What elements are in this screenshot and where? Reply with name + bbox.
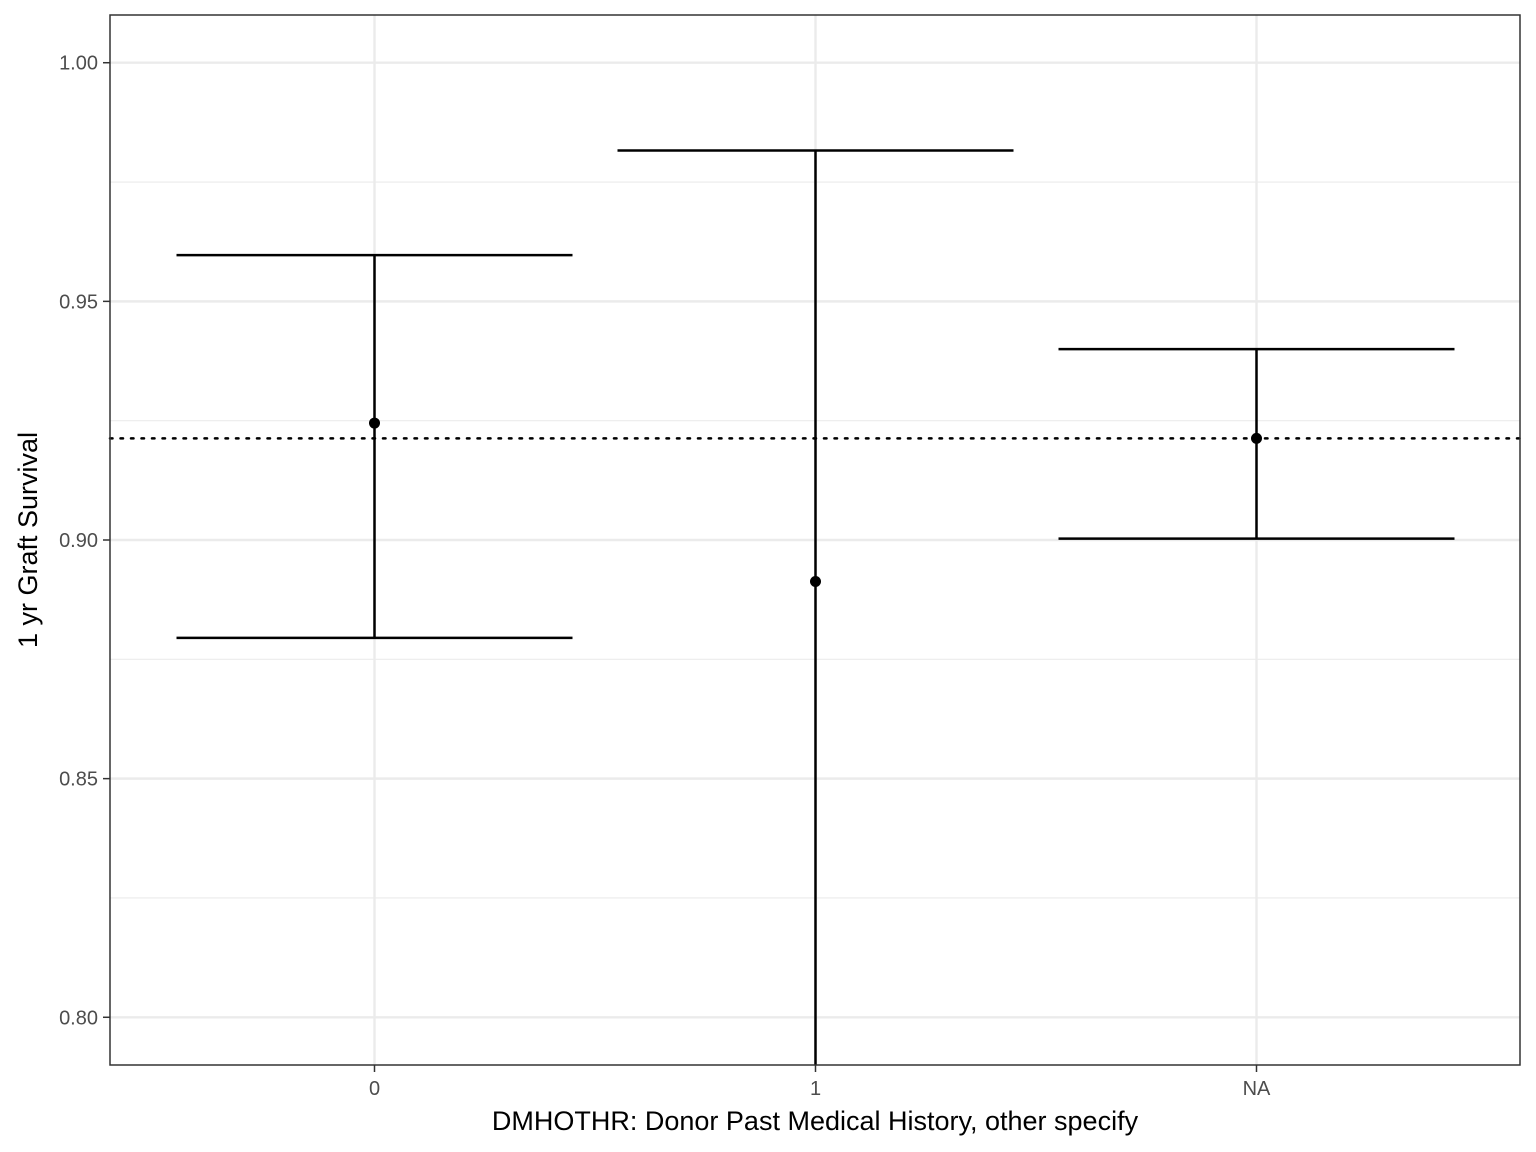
x-tick-label: 0 <box>369 1078 380 1100</box>
error-bars <box>176 149 1455 1065</box>
x-tick-label: 1 <box>810 1078 821 1100</box>
y-tick-label: 0.90 <box>59 530 98 552</box>
x-axis-ticks: 0 1 NA <box>369 1065 1271 1100</box>
y-axis-title: 1 yr Graft Survival <box>13 432 43 648</box>
y-axis-ticks: 0.80 0.85 0.90 0.95 1.00 <box>59 53 110 1029</box>
x-axis-title: DMHOTHR: Donor Past Medical History, oth… <box>492 1106 1139 1136</box>
estimate-point-NA <box>1251 432 1262 444</box>
y-tick-label: 0.85 <box>59 769 98 791</box>
estimate-point-1 <box>810 576 821 588</box>
y-tick-label: 0.80 <box>59 1007 98 1029</box>
estimate-point-0 <box>369 417 380 429</box>
x-tick-label: NA <box>1243 1078 1271 1100</box>
y-tick-label: 0.95 <box>59 291 98 313</box>
y-tick-label: 1.00 <box>59 53 98 75</box>
estimate-points <box>369 417 1262 588</box>
